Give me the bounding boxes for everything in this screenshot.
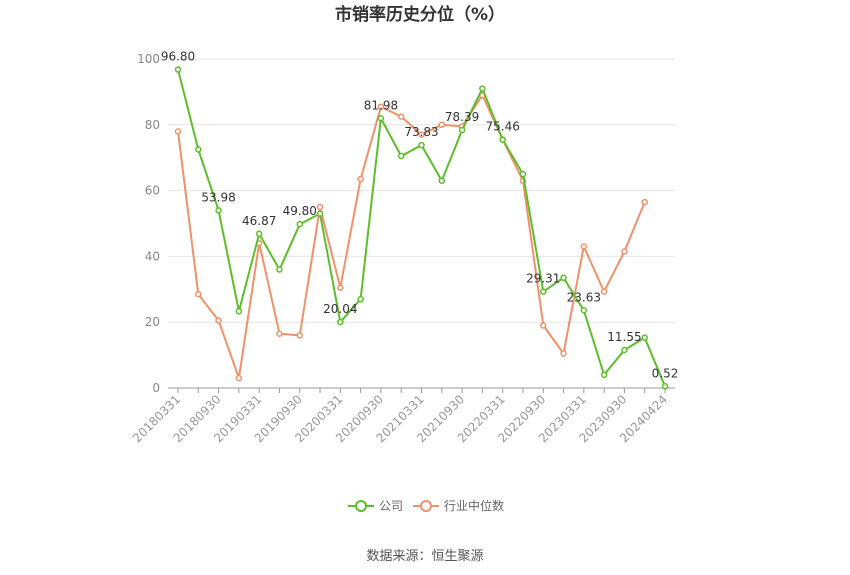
data-point[interactable] [641, 198, 648, 206]
series-line-company [177, 69, 666, 387]
legend-item-company[interactable]: 公司 [348, 499, 403, 513]
data-point[interactable] [438, 177, 446, 184]
data-label: 0.52 [652, 366, 679, 380]
legend: 公司 行业中位数 [348, 498, 504, 513]
y-tick-label: 100 [137, 52, 160, 66]
data-point[interactable] [195, 290, 202, 298]
series-lines [174, 66, 669, 390]
data-label: 78.39 [445, 110, 479, 124]
legend-marker-icon [355, 500, 367, 512]
y-tick-label: 20 [145, 315, 160, 329]
data-point[interactable] [560, 350, 567, 357]
legend-marker-icon [420, 500, 432, 512]
axes: 0204060801002018033120180930201903312019… [130, 52, 675, 445]
data-point[interactable] [316, 210, 324, 217]
y-tick-label: 60 [145, 184, 160, 198]
y-tick-label: 80 [145, 118, 160, 132]
data-label: 73.83 [404, 125, 438, 139]
data-point[interactable] [235, 374, 243, 382]
data-labels: 96.80 53.98 46.87 49.80 20.04 81.98 73.83 78.39… [161, 50, 679, 381]
data-point[interactable] [621, 346, 628, 354]
data-label: 96.80 [161, 50, 195, 64]
grid-lines [168, 58, 675, 323]
data-point[interactable] [174, 66, 182, 73]
data-point[interactable] [276, 266, 283, 273]
data-label: 20.04 [323, 302, 357, 316]
data-point[interactable] [215, 317, 222, 324]
data-label: 81.98 [364, 98, 398, 112]
data-point[interactable] [377, 103, 385, 110]
data-label: 11.55 [607, 330, 641, 344]
data-point[interactable] [357, 175, 364, 183]
data-point[interactable] [580, 243, 588, 250]
data-point[interactable] [174, 128, 182, 135]
data-point[interactable] [316, 203, 324, 211]
data-point[interactable] [600, 288, 608, 295]
data-label: 46.87 [242, 214, 276, 228]
data-point[interactable] [195, 146, 202, 153]
data-point[interactable] [215, 207, 222, 214]
data-label: 29.31 [526, 272, 560, 286]
data-point[interactable] [296, 220, 303, 228]
data-point[interactable] [519, 170, 527, 178]
data-point[interactable] [661, 383, 669, 390]
data-point[interactable] [235, 308, 243, 315]
legend-label: 行业中位数 [444, 498, 504, 513]
data-point[interactable] [641, 334, 648, 341]
chart-title: 市销率历史分位（%） [335, 4, 505, 25]
data-point[interactable] [377, 115, 385, 122]
data-point[interactable] [255, 230, 263, 238]
legend-label: 公司 [379, 499, 403, 513]
data-point[interactable] [540, 322, 547, 329]
y-tick-label: 0 [152, 381, 160, 395]
data-point[interactable] [357, 295, 364, 303]
data-point[interactable] [296, 332, 303, 339]
data-point[interactable] [479, 85, 486, 92]
data-point[interactable] [458, 126, 466, 134]
legend-item-industry-median[interactable]: 行业中位数 [413, 498, 504, 513]
series-line-industry-median [177, 94, 646, 380]
data-point[interactable] [499, 136, 506, 143]
data-source-note: 数据来源：恒生聚源 [366, 549, 483, 564]
y-tick-label: 40 [145, 249, 160, 263]
data-point[interactable] [397, 113, 405, 120]
data-label: 49.80 [283, 204, 317, 218]
data-point[interactable] [337, 284, 344, 291]
data-point[interactable] [418, 131, 425, 138]
data-point[interactable] [418, 141, 425, 149]
data-point[interactable] [621, 248, 628, 255]
data-label: 23.63 [567, 290, 601, 304]
data-point[interactable] [276, 330, 283, 337]
data-point[interactable] [438, 121, 446, 129]
data-label: 75.46 [485, 120, 519, 134]
data-point[interactable] [560, 274, 567, 282]
data-point[interactable] [580, 307, 588, 314]
data-point[interactable] [337, 318, 344, 326]
data-point[interactable] [600, 371, 608, 379]
data-point[interactable] [397, 152, 405, 160]
data-label: 53.98 [201, 190, 235, 204]
data-point[interactable] [540, 288, 547, 295]
